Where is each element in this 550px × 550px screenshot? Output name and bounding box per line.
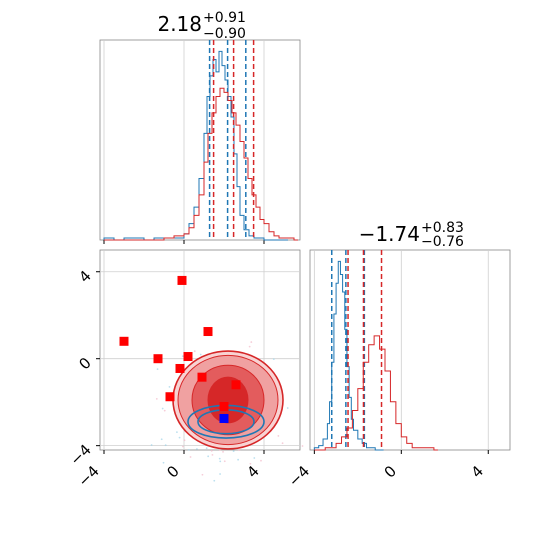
- sample-dot: [193, 350, 196, 353]
- sample-dot: [196, 448, 198, 450]
- param-2-title-value: −1.74: [359, 222, 420, 246]
- param-1-title-upper: +0.91: [203, 10, 246, 26]
- sample-dot: [219, 473, 221, 475]
- sample-dot: [205, 447, 208, 450]
- sample-dot: [155, 397, 158, 400]
- x-tick-label: −4: [285, 462, 313, 490]
- panel-frame: [309, 249, 511, 451]
- red-square-marker: [165, 392, 175, 402]
- x-tick-label: 0: [163, 462, 182, 481]
- param-1-title-lower: −0.90: [203, 26, 246, 42]
- panel-frame: [99, 39, 301, 241]
- sample-dot: [260, 459, 262, 462]
- marginal-histogram-param-2: −1.74 +0.83 −0.76 −4 0 4: [285, 220, 511, 490]
- blue-square-marker: [219, 413, 229, 423]
- red-square-marker: [197, 372, 207, 382]
- sample-dot: [181, 355, 184, 358]
- sample-dot: [164, 444, 167, 447]
- x-tick-label: 4: [468, 462, 487, 481]
- x-tick-label: 4: [243, 462, 262, 481]
- sample-dot: [163, 409, 166, 412]
- sample-dot: [207, 455, 210, 458]
- histogram-step-line: [103, 50, 288, 241]
- y-tick-label: 0: [75, 354, 94, 373]
- sample-dot: [219, 460, 222, 463]
- sample-dot: [161, 407, 164, 410]
- sample-dot: [199, 353, 202, 356]
- sample-dot: [156, 368, 159, 371]
- histogram-layer: [103, 40, 298, 244]
- sample-dot: [189, 456, 192, 458]
- sample-dot: [222, 450, 224, 453]
- sample-dot: [272, 358, 275, 360]
- sample-dot: [210, 449, 213, 452]
- sample-dot: [213, 479, 216, 482]
- y-tick-label: 4: [75, 267, 94, 286]
- sample-dot: [223, 460, 226, 463]
- sample-dot: [248, 345, 251, 348]
- red-square-marker: [231, 380, 241, 390]
- sample-dot: [301, 445, 304, 447]
- sample-dot: [281, 442, 284, 445]
- sample-dot: [249, 462, 252, 465]
- sample-dot: [238, 449, 241, 451]
- red-square-marker: [177, 275, 187, 285]
- red-square-marker: [175, 363, 185, 373]
- histogram-step-line: [104, 87, 298, 241]
- sample-dot: [201, 473, 204, 476]
- sample-dot: [162, 461, 165, 464]
- sample-dot: [218, 449, 221, 451]
- sample-dot: [181, 445, 184, 448]
- sample-dot: [286, 407, 289, 409]
- sample-dot: [168, 385, 171, 388]
- sample-dot: [187, 448, 190, 451]
- sample-dot: [160, 438, 163, 441]
- sample-dot: [253, 457, 256, 459]
- sample-dot: [218, 457, 221, 460]
- red-square-marker: [183, 352, 193, 362]
- sample-dot: [211, 453, 214, 456]
- param-2-title-upper: +0.83: [421, 220, 464, 236]
- red-square-marker: [153, 354, 163, 364]
- param-1-title-value: 2.18: [157, 12, 202, 36]
- sample-dot: [150, 444, 153, 446]
- sample-dot: [277, 435, 280, 437]
- sample-dot: [232, 450, 235, 452]
- sample-dot: [178, 436, 181, 439]
- joint-density-panel: −4 0 4−404: [66, 249, 304, 490]
- red-square-marker: [203, 327, 213, 337]
- sample-dot: [176, 431, 178, 434]
- marginal-histogram-param-1: 2.18 +0.91 −0.90: [99, 10, 301, 244]
- sample-dot: [237, 458, 240, 461]
- red-square-marker: [219, 402, 229, 412]
- x-tick-label: 0: [381, 462, 400, 481]
- histogram-step-line: [313, 260, 384, 451]
- sample-dot: [250, 341, 253, 343]
- sample-dot: [183, 439, 186, 442]
- red-square-marker: [119, 336, 129, 346]
- param-2-title-lower: −0.76: [421, 234, 464, 250]
- histogram-step-line: [314, 335, 438, 451]
